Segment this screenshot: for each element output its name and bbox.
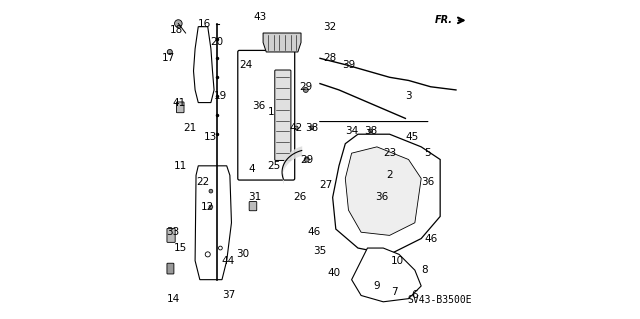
FancyBboxPatch shape — [275, 70, 291, 160]
Polygon shape — [333, 134, 440, 254]
Text: 22: 22 — [196, 177, 210, 187]
Text: 3: 3 — [405, 91, 412, 101]
Polygon shape — [263, 33, 301, 52]
Text: 39: 39 — [342, 60, 355, 70]
Text: 10: 10 — [391, 256, 404, 266]
Text: 18: 18 — [170, 25, 183, 35]
FancyBboxPatch shape — [249, 202, 257, 211]
Text: 12: 12 — [201, 202, 214, 212]
Text: 24: 24 — [239, 60, 252, 70]
Text: 16: 16 — [198, 19, 211, 28]
Text: 33: 33 — [166, 227, 180, 237]
Text: 6: 6 — [412, 291, 418, 300]
Text: 26: 26 — [293, 192, 306, 203]
Text: 35: 35 — [314, 246, 326, 256]
Text: 17: 17 — [161, 53, 175, 63]
FancyBboxPatch shape — [167, 263, 174, 274]
Text: 36: 36 — [252, 101, 265, 111]
Circle shape — [175, 20, 182, 27]
Circle shape — [369, 129, 372, 133]
Text: 25: 25 — [268, 161, 281, 171]
Text: 38: 38 — [305, 123, 319, 133]
Text: 11: 11 — [174, 161, 188, 171]
Text: 29: 29 — [301, 154, 314, 165]
Text: 40: 40 — [328, 268, 340, 278]
Text: 43: 43 — [253, 12, 266, 22]
Text: 8: 8 — [421, 265, 428, 275]
Text: 46: 46 — [307, 227, 320, 237]
Text: 45: 45 — [405, 132, 419, 142]
Text: 30: 30 — [236, 249, 249, 259]
Text: 32: 32 — [323, 22, 336, 32]
Text: 44: 44 — [221, 256, 235, 266]
Text: 14: 14 — [166, 293, 180, 304]
Text: 21: 21 — [184, 123, 197, 133]
Circle shape — [304, 157, 309, 162]
Circle shape — [294, 126, 298, 130]
FancyBboxPatch shape — [167, 228, 175, 242]
Text: 2: 2 — [387, 170, 393, 180]
Text: 36: 36 — [421, 177, 434, 187]
Text: 36: 36 — [375, 192, 388, 203]
Polygon shape — [193, 27, 214, 103]
Text: 20: 20 — [211, 38, 224, 48]
Text: SV43-B3500E: SV43-B3500E — [407, 295, 472, 305]
Polygon shape — [195, 166, 232, 280]
Text: 7: 7 — [391, 287, 397, 297]
Text: 42: 42 — [290, 123, 303, 133]
Text: 5: 5 — [424, 148, 431, 158]
Text: FR.: FR. — [435, 15, 453, 26]
Text: 46: 46 — [424, 234, 437, 243]
Text: 9: 9 — [374, 281, 380, 291]
Text: 38: 38 — [364, 126, 377, 136]
Text: 29: 29 — [299, 82, 312, 92]
Text: 23: 23 — [383, 148, 396, 158]
Text: 4: 4 — [249, 164, 255, 174]
Text: 28: 28 — [323, 53, 336, 63]
Polygon shape — [346, 147, 421, 235]
Text: 37: 37 — [221, 291, 235, 300]
Text: 1: 1 — [268, 107, 275, 117]
Text: 34: 34 — [345, 126, 358, 136]
Polygon shape — [351, 248, 421, 302]
FancyBboxPatch shape — [177, 102, 184, 113]
Circle shape — [303, 87, 308, 93]
Text: 13: 13 — [204, 132, 218, 142]
Text: 31: 31 — [248, 192, 262, 203]
Text: 19: 19 — [214, 91, 227, 101]
Circle shape — [209, 189, 213, 193]
FancyBboxPatch shape — [238, 50, 294, 180]
Circle shape — [167, 49, 172, 55]
Text: 27: 27 — [320, 180, 333, 190]
Circle shape — [310, 126, 314, 130]
Text: 15: 15 — [174, 243, 188, 253]
Text: 41: 41 — [173, 98, 186, 108]
Circle shape — [209, 205, 213, 209]
